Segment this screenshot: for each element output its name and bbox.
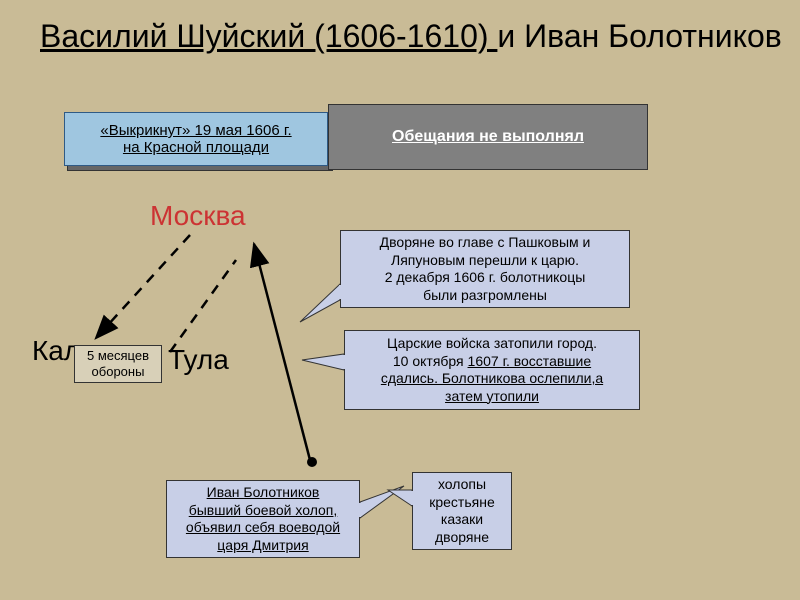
box-promises-text: Обещания не выполнял — [392, 128, 584, 146]
box-promises: Обещания не выполнял — [328, 104, 648, 170]
callout-forces: холопы крестьяне казаки дворяне — [412, 472, 512, 550]
nobles-l2: Ляпуновым перешли к царю. — [391, 252, 579, 270]
flood-l3: сдались. Болотникова ослепили,а — [381, 370, 603, 388]
callout-nobles: Дворяне во главе с Пашковым и Ляпуновым … — [340, 230, 630, 308]
callout-bolotnikov: Иван Болотников бывший боевой холоп, объ… — [166, 480, 360, 558]
box-elected-l2: на Красной площади — [123, 139, 269, 156]
forces-l2: крестьяне — [429, 494, 495, 512]
bol-l4: царя Дмитрия — [217, 537, 308, 555]
flood-l2: 10 октября 1607 г. восставшие — [393, 353, 591, 371]
forces-l3: казаки — [441, 511, 483, 529]
forces-l1: холопы — [438, 476, 486, 494]
city-tula: Тула — [168, 344, 229, 376]
box-elected-l1: «Выкрикнут» 19 мая 1606 г. — [100, 122, 291, 139]
bol-l1: Иван Болотников — [207, 484, 320, 502]
title-plain: и Иван Болотников — [497, 18, 781, 54]
nobles-l4: были разгромлены — [423, 287, 547, 305]
bol-l3: объявил себя воеводой — [186, 519, 340, 537]
callout-flood: Царские войска затопили город. 10 октябр… — [344, 330, 640, 410]
city-moscow: Москва — [150, 200, 246, 232]
nobles-l1: Дворяне во главе с Пашковым и — [380, 234, 591, 252]
defense-l2: обороны — [92, 364, 145, 380]
box-elected: «Выкрикнут» 19 мая 1606 г. на Красной пл… — [64, 112, 328, 166]
bol-l2: бывший боевой холоп, — [189, 502, 338, 520]
nobles-l3: 2 декабря 1606 г. болотникоцы — [385, 269, 586, 287]
flood-l4: затем утопили — [445, 388, 539, 406]
defense-l1: 5 месяцев — [87, 348, 149, 364]
flood-l1: Царские войска затопили город. — [387, 335, 597, 353]
box-defense-duration: 5 месяцев обороны — [74, 345, 162, 383]
slide-title: Василий Шуйский (1606-1610) и Иван Болот… — [40, 16, 782, 56]
forces-l4: дворяне — [435, 529, 489, 547]
title-underlined: Василий Шуйский (1606-1610) — [40, 18, 497, 54]
